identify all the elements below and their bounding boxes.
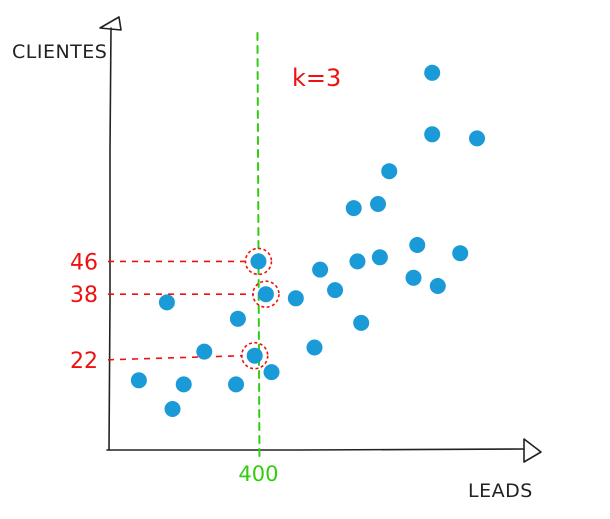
data-point xyxy=(452,245,469,262)
data-point xyxy=(196,343,213,360)
data-point xyxy=(381,163,398,180)
data-point xyxy=(164,401,181,417)
highlight-ring xyxy=(252,280,280,309)
data-point xyxy=(405,269,422,286)
data-point xyxy=(469,130,486,147)
data-point xyxy=(409,237,426,253)
data-point xyxy=(287,290,304,307)
y-axis-label: CLIENTES xyxy=(12,41,107,63)
threshold-line xyxy=(256,32,261,459)
data-point xyxy=(306,339,323,356)
data-point xyxy=(130,372,147,389)
data-point xyxy=(345,200,362,217)
k-annotation: k=3 xyxy=(292,64,341,92)
x-axis xyxy=(106,448,525,451)
data-point xyxy=(424,64,441,81)
highlight-value-label: 22 xyxy=(70,349,98,374)
x-axis-label: LEADS xyxy=(468,480,533,502)
highlight-guides xyxy=(107,247,280,370)
y-axis xyxy=(108,27,112,451)
data-point xyxy=(263,364,280,381)
data-point-highlighted xyxy=(246,347,263,364)
data-point xyxy=(370,196,387,212)
data-point-highlighted xyxy=(257,286,274,303)
data-point-highlighted xyxy=(250,253,267,270)
x-axis-arrow xyxy=(523,438,542,463)
threshold-label: 400 xyxy=(238,462,278,486)
data-point xyxy=(158,294,175,311)
data-point xyxy=(353,314,370,331)
data-point xyxy=(349,253,366,270)
data-point xyxy=(327,282,344,299)
highlight-value-label: 38 xyxy=(70,283,98,308)
data-point xyxy=(424,126,441,143)
data-point xyxy=(371,249,388,266)
data-point xyxy=(429,278,446,294)
highlight-value-label: 46 xyxy=(70,250,98,275)
data-point xyxy=(175,376,192,393)
axes xyxy=(99,16,542,463)
y-axis-arrow xyxy=(99,16,122,31)
data-point xyxy=(228,376,245,393)
highlight-ring xyxy=(244,247,273,276)
data-point xyxy=(229,310,246,327)
data-points xyxy=(130,64,486,417)
highlight-ring xyxy=(240,341,269,370)
data-point xyxy=(312,261,329,278)
highlight-guide-line xyxy=(107,354,243,361)
